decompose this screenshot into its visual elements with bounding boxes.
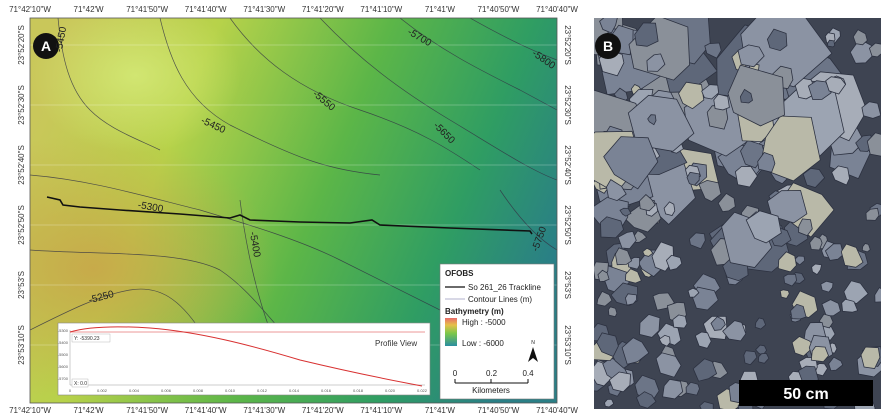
legend-contours: Contour Lines (m) [468, 295, 532, 304]
lat-label: 23°52'50"S [17, 205, 26, 245]
panel-label: A [41, 38, 51, 54]
lat-label: 23°53'S [563, 271, 572, 299]
lat-label: 23°52'20"S [17, 25, 26, 65]
lon-label: 71°41'W [425, 5, 456, 14]
lat-label: 23°52'50"S [563, 205, 572, 245]
profile-x-tick: 0.002 [97, 388, 108, 393]
legend-bathymetry: Bathymetry (m) [445, 307, 504, 316]
lon-label: 71°40'40"W [536, 5, 578, 14]
profile-x-tick: 0.010 [225, 388, 236, 393]
panel-label: B [603, 38, 613, 54]
profile-x-tick: 0.018 [353, 388, 364, 393]
lat-label: 23°52'30"S [17, 85, 26, 125]
lon-label: 71°40'40"W [536, 406, 578, 415]
profile-x-tick: 0.006 [161, 388, 172, 393]
figure: A -5450-5700-5800-5550-5450-5650-5300-54… [0, 0, 887, 415]
legend: OFOBS So 261_26 Trackline Contour Lines … [440, 264, 554, 399]
lon-label: 71°41'10"W [360, 406, 402, 415]
lat-label: 23°52'40"S [563, 145, 572, 185]
north-label: N [531, 340, 535, 346]
lat-label: 23°53'10"S [563, 325, 572, 365]
lon-label: 71°41'50"W [126, 5, 168, 14]
lon-label: 71°41'50"W [126, 406, 168, 415]
profile-x-tick: 0.004 [129, 388, 140, 393]
lon-label: 71°42'W [74, 406, 105, 415]
lon-label: 71°42'10"W [9, 5, 51, 14]
profile-y-tick: -5300 [58, 328, 69, 333]
profile-y-tick: -5700 [58, 376, 69, 381]
lon-label: 71°41'W [425, 406, 456, 415]
profile-x-readout: X: 0.0 [74, 381, 87, 387]
profile-x-tick: 0.016 [321, 388, 332, 393]
legend-high: High : -5000 [462, 318, 506, 327]
lon-label: 71°41'30"W [243, 5, 285, 14]
scale-tick: 0.4 [522, 369, 534, 378]
profile-x-tick: 0.020 [385, 388, 396, 393]
legend-trackline: So 261_26 Trackline [468, 283, 541, 292]
lon-label: 71°41'20"W [302, 5, 344, 14]
profile-y-tick: -5600 [58, 364, 69, 369]
scale-unit: Kilometers [472, 386, 510, 395]
lon-label: 71°40'50"W [478, 406, 520, 415]
profile-x-tick: 0.022 [417, 388, 428, 393]
lon-label: 71°40'50"W [478, 5, 520, 14]
legend-title: OFOBS [445, 269, 474, 278]
profile-x-tick: 0.012 [257, 388, 268, 393]
profile-y-readout: Y: -5390.23 [74, 336, 100, 342]
lon-label: 71°41'30"W [243, 406, 285, 415]
scale-tick: 0 [453, 369, 458, 378]
lon-label: 71°41'20"W [302, 406, 344, 415]
profile-title: Profile View [375, 339, 417, 348]
lat-label: 23°52'30"S [563, 85, 572, 125]
lat-label: 23°52'20"S [563, 25, 572, 65]
scale-tick: 0.2 [486, 369, 498, 378]
lat-label: 23°53'S [17, 271, 26, 299]
profile-y-tick: -5500 [58, 352, 69, 357]
lon-label: 71°41'10"W [360, 5, 402, 14]
lat-label: 23°52'40"S [17, 145, 26, 185]
profile-x-tick: 0.008 [193, 388, 204, 393]
lon-label: 71°42'10"W [9, 406, 51, 415]
scale-label: 50 cm [783, 386, 828, 403]
seafloor-photo [566, 0, 887, 415]
profile-inset: Profile View Y: -5390.23 X: 0.0 -5300 -54… [58, 323, 430, 395]
lat-label: 23°53'10"S [17, 325, 26, 365]
profile-y-tick: -5400 [58, 340, 69, 345]
lon-label: 71°42'W [74, 5, 105, 14]
profile-x-tick: 0.014 [289, 388, 300, 393]
lon-label: 71°41'40"W [185, 5, 227, 14]
legend-low: Low : -6000 [462, 339, 504, 348]
lon-label: 71°41'40"W [185, 406, 227, 415]
